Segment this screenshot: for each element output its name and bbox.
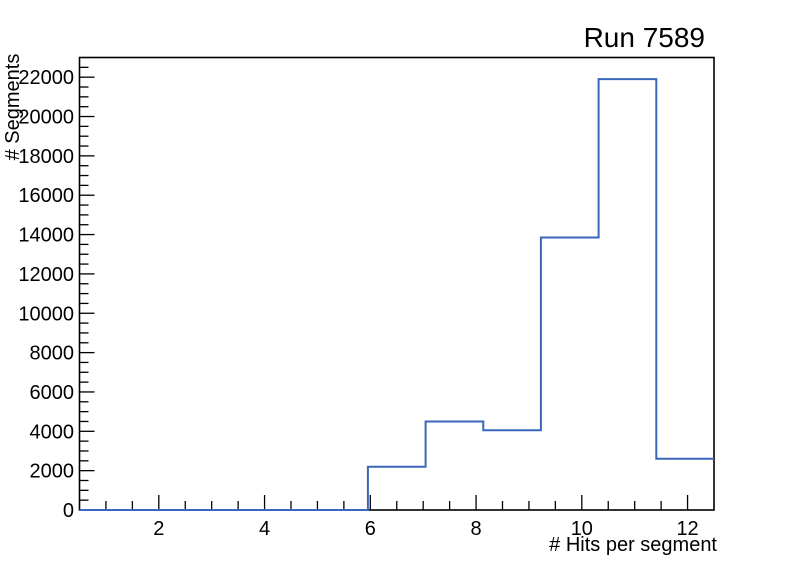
y-tick-label: 12000 — [18, 264, 74, 286]
y-tick-label: 2000 — [30, 461, 75, 483]
y-tick-label: 20000 — [18, 107, 74, 129]
y-tick-label: 8000 — [30, 343, 75, 365]
y-tick-label: 4000 — [30, 421, 75, 443]
plot-title: Run 7589 — [583, 22, 705, 53]
x-tick-label: 2 — [153, 518, 164, 540]
y-tick-label: 6000 — [30, 382, 75, 404]
y-tick-label: 16000 — [18, 185, 74, 207]
histogram-line — [79, 78, 714, 511]
x-tick-label: 12 — [676, 518, 698, 540]
y-tick-label: 0 — [63, 500, 74, 522]
x-axis-title: # Hits per segment — [549, 534, 717, 556]
plot-frame — [78, 56, 715, 511]
y-tick-label: 18000 — [18, 146, 74, 168]
y-tick-label: 10000 — [18, 303, 74, 325]
x-tick-label: 4 — [259, 518, 270, 540]
x-tick-label: 8 — [471, 518, 482, 540]
y-tick-label: 14000 — [18, 225, 74, 247]
x-tick-label: 6 — [365, 518, 376, 540]
x-tick-label: 10 — [571, 518, 593, 540]
y-tick-label: 22000 — [18, 67, 74, 89]
